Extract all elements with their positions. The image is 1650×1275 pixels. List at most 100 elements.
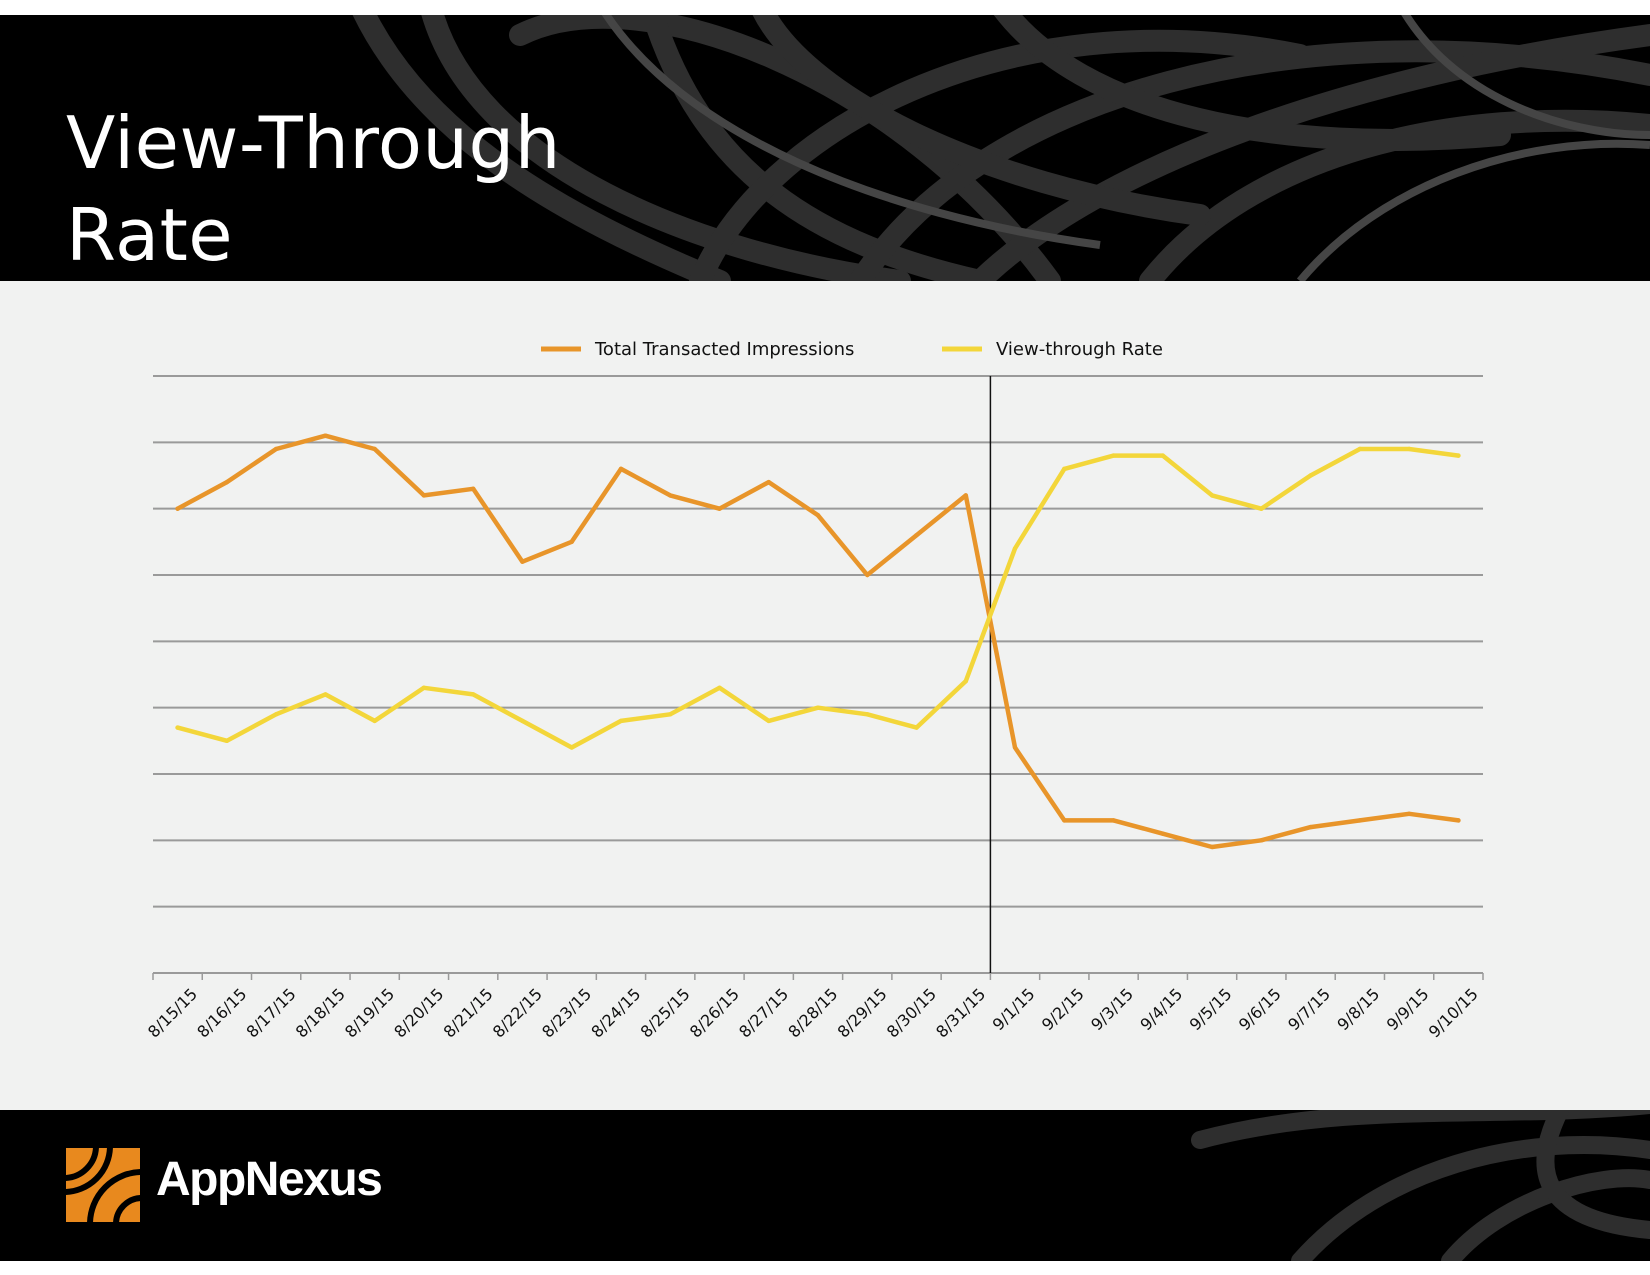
view-through-point — [668, 712, 673, 717]
x-tick-label: 8/17/15 — [243, 984, 300, 1041]
title-line-2: Rate — [66, 193, 234, 277]
view-through-point — [569, 745, 574, 750]
x-tick-label: 8/15/15 — [144, 984, 201, 1041]
impressions-point — [815, 513, 821, 518]
impressions-point — [569, 539, 574, 545]
view-through-point — [618, 718, 624, 724]
x-tick-label: 9/4/15 — [1136, 984, 1186, 1034]
view-through-point — [1308, 473, 1313, 478]
x-tick-label: 8/25/15 — [637, 984, 694, 1041]
x-tick-label: 9/6/15 — [1235, 984, 1285, 1034]
line-chart: Total Transacted Impressions View-throug… — [144, 339, 1484, 1041]
x-tick-label: 8/30/15 — [883, 984, 940, 1041]
view-through-point — [421, 685, 427, 690]
x-tick-label: 8/19/15 — [341, 984, 398, 1041]
chart-panel: Total Transacted Impressions View-throug… — [0, 281, 1650, 1110]
impressions-point — [323, 433, 328, 438]
impressions-point — [766, 479, 771, 485]
impressions-point — [1406, 811, 1412, 816]
title-line-1: View-Through — [66, 101, 561, 185]
x-tick-label: 8/22/15 — [489, 984, 546, 1041]
legend-label-impressions: Total Transacted Impressions — [594, 339, 854, 360]
view-through-point — [1012, 546, 1018, 551]
view-through-point — [273, 712, 279, 717]
view-through-point — [914, 725, 919, 730]
view-through-point — [224, 738, 230, 744]
footer-banner: AppNexus — [0, 1110, 1650, 1261]
impressions-point — [520, 559, 525, 564]
series-lines — [175, 433, 1461, 850]
impressions-point — [618, 466, 624, 472]
view-through-point — [1111, 453, 1116, 458]
impressions-point — [421, 493, 427, 498]
gridlines — [153, 375, 1483, 908]
impressions-point — [717, 506, 722, 511]
view-through-point — [717, 685, 722, 690]
impressions-point — [865, 572, 870, 578]
impressions-point — [1308, 824, 1313, 830]
x-tick-label: 8/23/15 — [538, 984, 595, 1041]
impressions-point — [175, 506, 180, 511]
x-tick-label: 9/5/15 — [1186, 984, 1236, 1034]
view-through-point — [1209, 493, 1215, 498]
x-tick-label: 8/31/15 — [932, 984, 989, 1041]
legend-label-view-through: View-through Rate — [996, 339, 1163, 360]
impressions-point — [1259, 838, 1264, 843]
impressions-point — [1111, 818, 1116, 823]
x-tick-label: 9/8/15 — [1333, 984, 1383, 1034]
view-through-point — [1259, 506, 1264, 511]
impressions-point — [1062, 818, 1067, 823]
x-tick-label: 8/29/15 — [834, 984, 891, 1041]
impressions-point — [372, 446, 377, 452]
appnexus-logo-icon — [66, 1148, 140, 1222]
page-title: View-Through Rate — [66, 97, 561, 281]
view-through-point — [963, 678, 968, 684]
impressions-point — [1209, 844, 1215, 850]
view-through-point — [323, 692, 328, 697]
x-tick-label: 8/20/15 — [390, 984, 447, 1041]
view-through-point — [865, 712, 870, 717]
impressions-point — [273, 446, 279, 452]
x-tick-label: 9/10/15 — [1425, 984, 1482, 1041]
impressions-point — [1160, 831, 1166, 836]
chart-legend: Total Transacted Impressions View-throug… — [541, 339, 1163, 360]
view-through-point — [1357, 446, 1363, 452]
x-tick-label: 8/18/15 — [292, 984, 349, 1041]
view-through-point — [1406, 446, 1412, 452]
x-tick-label: 9/3/15 — [1087, 984, 1137, 1034]
view-through-point — [175, 725, 180, 730]
impressions-point — [668, 493, 673, 498]
view-through-point — [470, 692, 476, 697]
impressions-point — [1456, 818, 1461, 823]
x-tick-label: 8/27/15 — [735, 984, 792, 1041]
x-tick-label: 8/21/15 — [440, 984, 497, 1041]
brand-name: AppNexus — [156, 1153, 383, 1206]
impressions-point — [470, 486, 476, 491]
x-axis — [152, 972, 1484, 980]
view-through-point — [1062, 466, 1067, 472]
view-through-point — [1160, 453, 1166, 458]
impressions-point — [1357, 818, 1363, 823]
view-through-point — [372, 718, 377, 724]
swirl-decoration-footer — [1191, 1110, 1650, 1261]
impressions-point — [963, 493, 968, 498]
x-tick-labels: 8/15/158/16/158/17/158/18/158/19/158/20/… — [144, 984, 1482, 1041]
view-through-point — [766, 718, 771, 724]
impressions-point — [914, 533, 919, 538]
impressions-point — [224, 479, 230, 485]
logo-square — [66, 1148, 140, 1222]
view-through-line — [175, 446, 1461, 750]
x-tick-label: 8/28/15 — [784, 984, 841, 1041]
view-through-point — [1456, 453, 1461, 458]
x-tick-label: 9/1/15 — [989, 984, 1039, 1034]
view-through-point — [520, 718, 525, 724]
impressions-point — [1012, 745, 1018, 750]
x-tick-label: 8/24/15 — [587, 984, 644, 1041]
x-tick-label: 9/7/15 — [1284, 984, 1334, 1034]
view-through-point — [815, 705, 821, 710]
x-tick-label: 8/26/15 — [686, 984, 743, 1041]
swirl-decoration — [352, 15, 1650, 281]
x-tick-label: 8/16/15 — [193, 984, 250, 1041]
header-banner: View-Through Rate — [0, 15, 1650, 281]
x-tick-label: 9/2/15 — [1038, 984, 1088, 1034]
